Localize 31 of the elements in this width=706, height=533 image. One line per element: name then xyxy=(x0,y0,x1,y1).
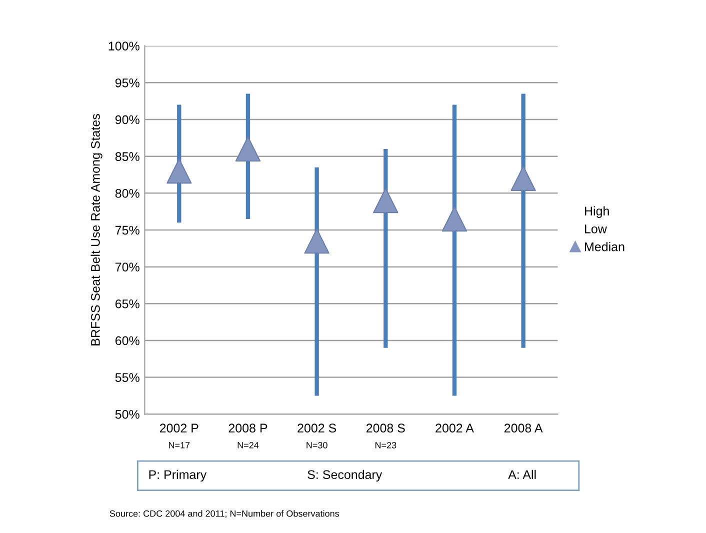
y-tick-label: 80% xyxy=(115,188,140,198)
y-tick-label: 95% xyxy=(115,78,140,88)
point xyxy=(510,166,536,192)
text: P: Primary xyxy=(149,470,207,482)
legend-label: Median xyxy=(585,242,624,252)
point xyxy=(304,228,330,254)
point xyxy=(442,206,468,232)
x-tick-label: 2002 A xyxy=(436,424,474,433)
y-axis-title: BRFSS Seat Belt Use Rate Among States xyxy=(90,114,102,346)
point xyxy=(166,158,192,184)
x-tick-label: 2002 P N=17 xyxy=(160,424,198,448)
x-tick-label: 2008 P N=24 xyxy=(228,424,268,448)
y-tick-label: 70% xyxy=(115,262,140,272)
point xyxy=(235,136,261,162)
text: S: Secondary xyxy=(308,470,382,482)
text: A: All xyxy=(508,470,536,479)
y-tick-label: 75% xyxy=(115,226,140,235)
x-tick-label: 2008 S N=23 xyxy=(366,424,405,448)
y-tick-label: 50% xyxy=(115,410,140,419)
y-tick-label: 85% xyxy=(115,152,140,161)
x-tick-label: 2002 S N=30 xyxy=(298,424,336,448)
y-tick-label: 60% xyxy=(115,336,140,346)
y-tick-label: 90% xyxy=(115,115,140,124)
source-note: Source: CDC 2004 and 2011; N=Number of Observations xyxy=(110,510,340,518)
text: Low xyxy=(585,224,607,234)
x-tick-label: 2008 A xyxy=(504,424,543,433)
text: High xyxy=(585,206,609,218)
y-tick-label: 65% xyxy=(115,299,140,308)
point xyxy=(373,188,398,214)
y-tick-label: 55% xyxy=(115,373,140,382)
y-tick-label: 100% xyxy=(108,42,140,50)
